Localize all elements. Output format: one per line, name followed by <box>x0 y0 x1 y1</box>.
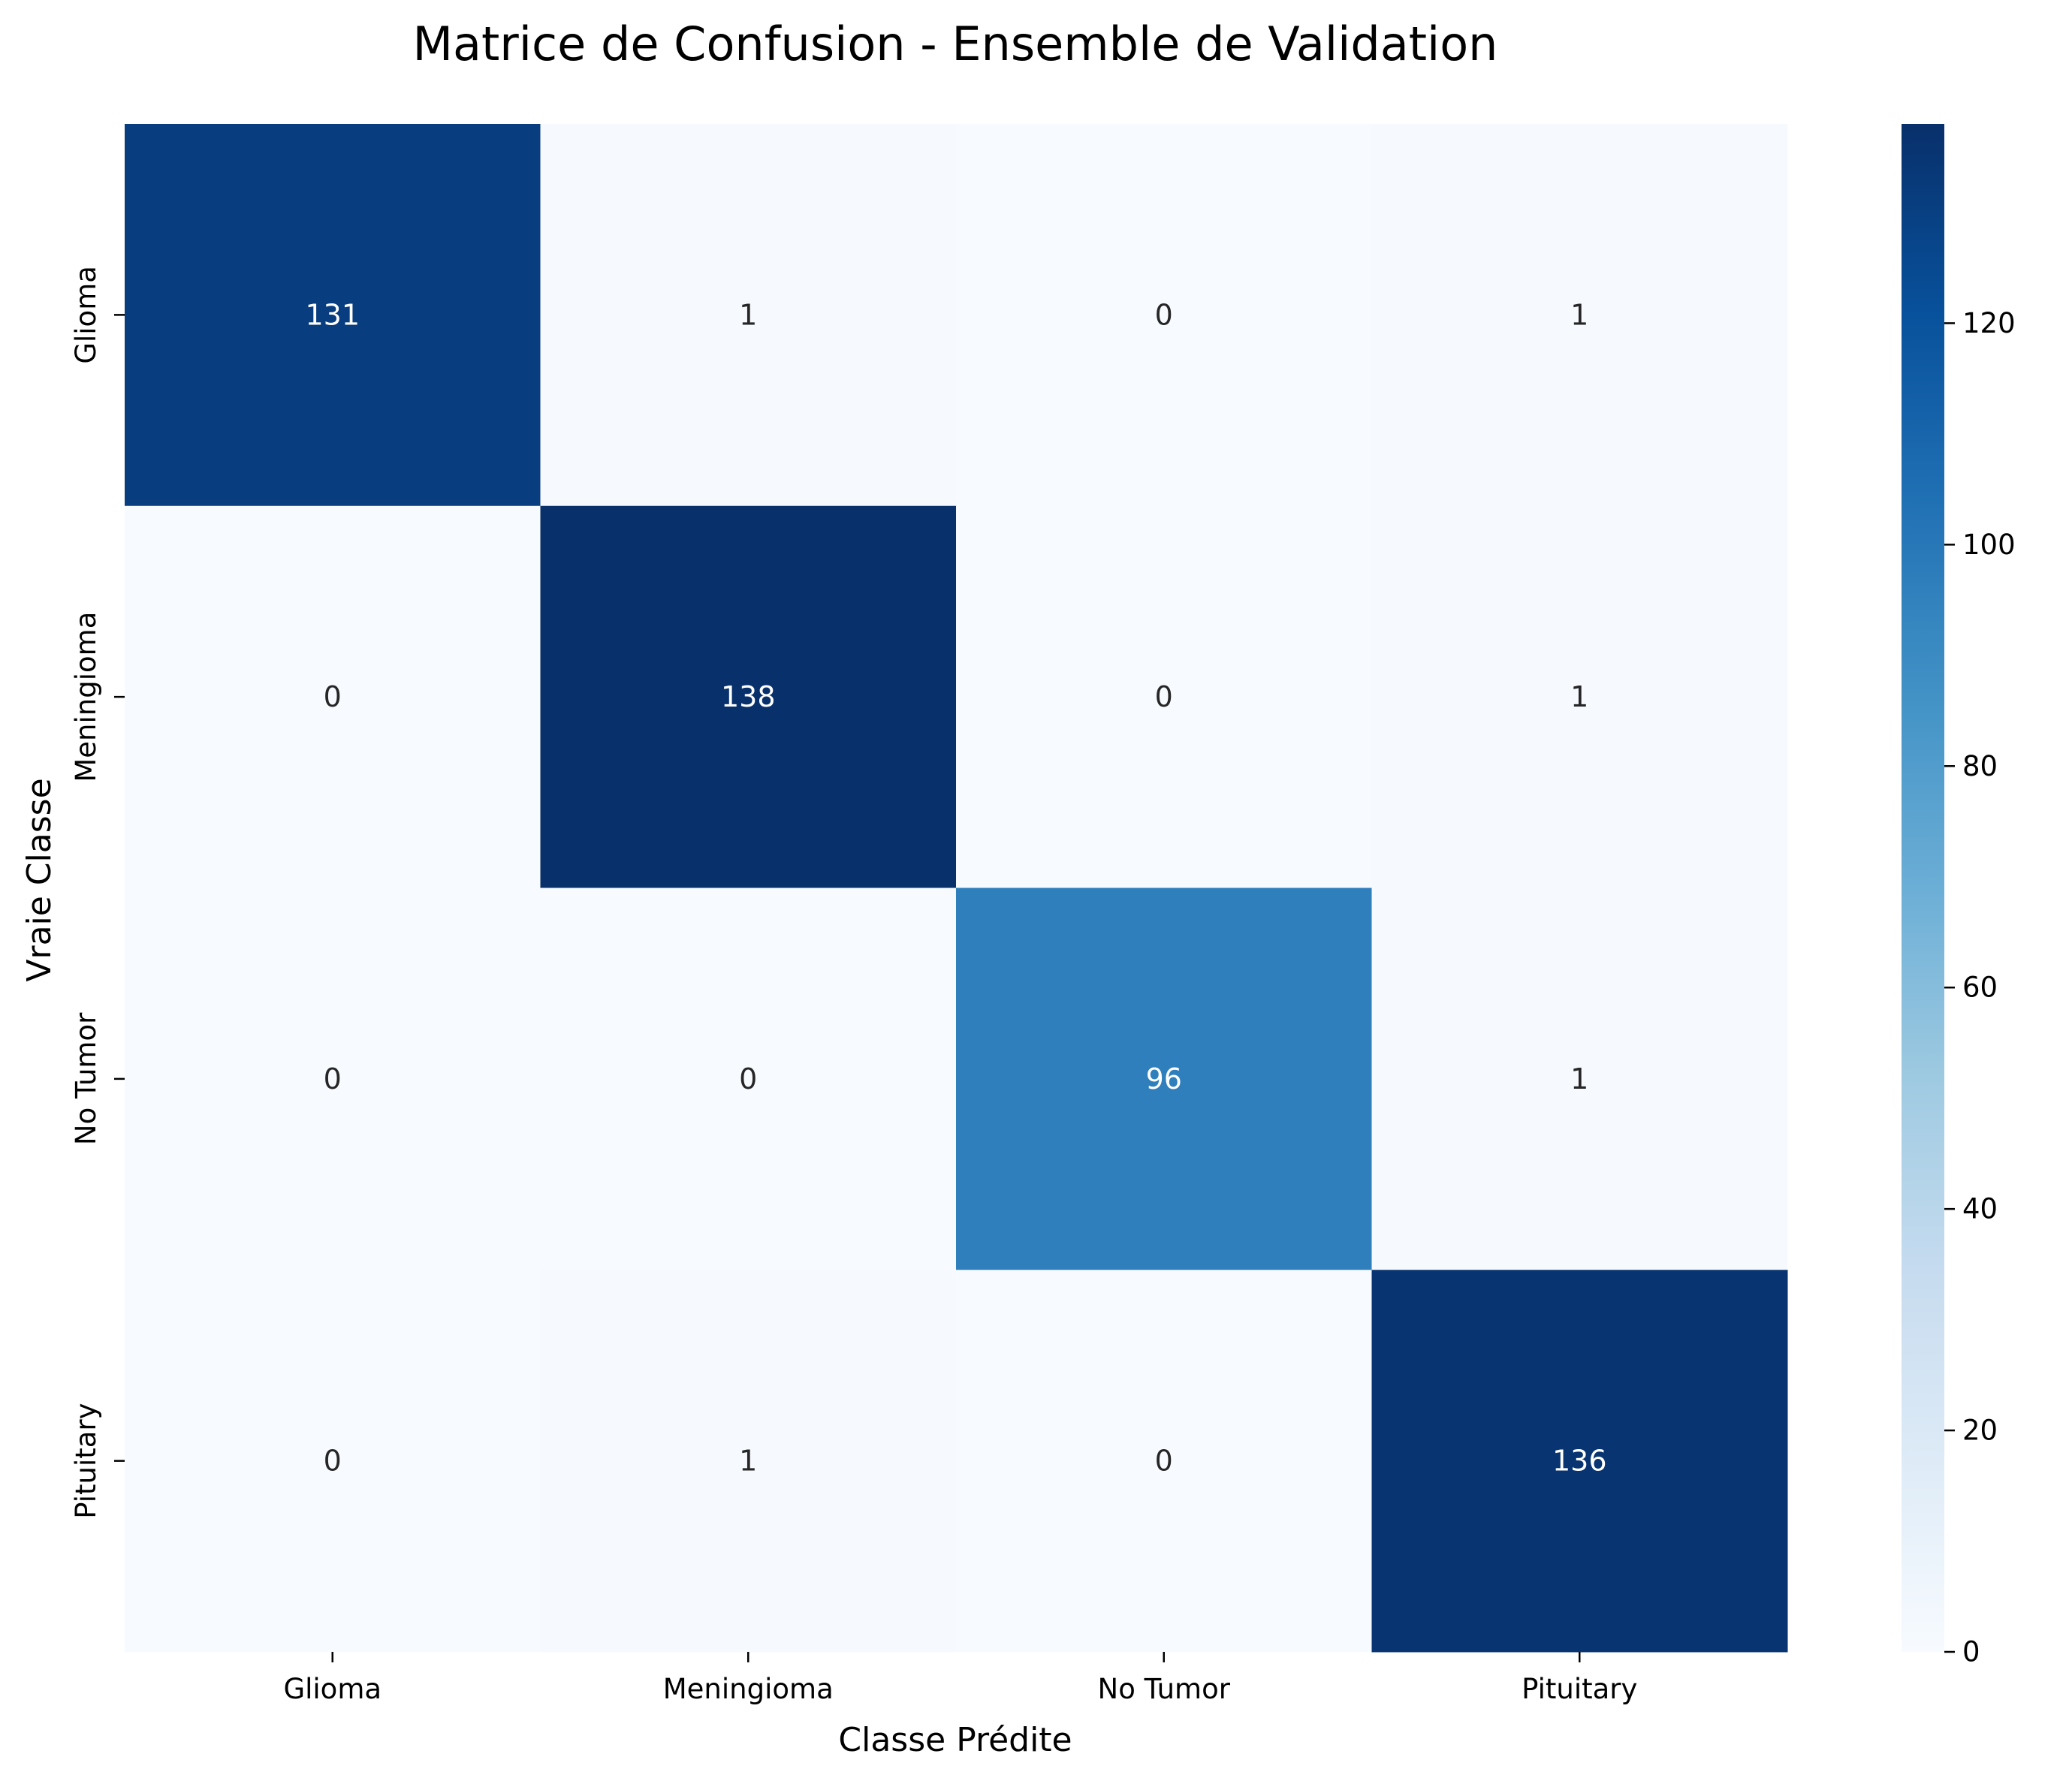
heatmap-cell <box>540 124 957 507</box>
cell-value-label: 138 <box>721 680 776 713</box>
x-tick-label: No Tumor <box>1098 1673 1231 1705</box>
colorbar: 0 20 40 60 80 100 120 <box>1902 124 2016 1668</box>
y-axis-label: Vraie Classe <box>20 778 59 981</box>
cell-value-label: 1 <box>1570 680 1588 713</box>
heatmap-cell <box>540 505 957 888</box>
chart-title: Matrice de Confusion - Ensemble de Valid… <box>413 17 1498 71</box>
heatmap-cell <box>956 505 1372 888</box>
heatmap-cell <box>125 124 541 507</box>
cell-value-label: 0 <box>739 1062 757 1095</box>
cell-value-label: 136 <box>1552 1445 1607 1478</box>
y-tick-label: No Tumor <box>70 1012 102 1145</box>
heatmap-cell <box>1371 505 1788 888</box>
colorbar-tick-label: 0 <box>1962 1636 1980 1668</box>
y-tick-label: Glioma <box>70 266 102 364</box>
colorbar-tick-label: 120 <box>1962 307 2016 339</box>
cell-value-label: 1 <box>1570 1062 1588 1095</box>
colorbar-tick-label: 20 <box>1962 1415 1998 1447</box>
cell-value-label: 0 <box>1155 680 1173 713</box>
cell-value-label: 1 <box>739 1445 757 1478</box>
cell-value-label: 0 <box>324 1062 342 1095</box>
heatmap-cell <box>956 124 1372 507</box>
y-tick-label: Pituitary <box>70 1403 102 1518</box>
heatmap-cells: 131 1 0 1 0 138 0 1 0 0 96 1 0 1 0 136 <box>125 124 1788 1653</box>
x-tick-label: Meningioma <box>663 1673 834 1705</box>
colorbar-tick-label: 100 <box>1962 529 2016 561</box>
heatmap-cell <box>125 505 541 888</box>
cell-value-label: 0 <box>1155 1445 1173 1478</box>
heatmap-cell <box>956 887 1372 1270</box>
heatmap-cell <box>1371 124 1788 507</box>
colorbar-bar <box>1902 124 1944 1652</box>
colorbar-tick-label: 80 <box>1962 750 1998 782</box>
heatmap-cell <box>1371 887 1788 1270</box>
colorbar-tick-label: 60 <box>1962 972 1998 1004</box>
y-tick-label: Meningioma <box>70 612 102 782</box>
colorbar-tick-label: 40 <box>1962 1193 1998 1225</box>
heatmap-cell <box>125 1270 541 1653</box>
cell-value-label: 1 <box>739 298 757 331</box>
cell-value-label: 1 <box>1570 298 1588 331</box>
heatmap-cell <box>125 887 541 1270</box>
x-tick-label: Pituitary <box>1522 1673 1637 1705</box>
cell-value-label: 96 <box>1146 1062 1182 1095</box>
cell-value-label: 0 <box>1155 298 1173 331</box>
x-tick-label: Glioma <box>283 1673 382 1705</box>
x-axis-label: Classe Prédite <box>838 1721 1072 1759</box>
cell-value-label: 0 <box>324 1445 342 1478</box>
heatmap-cell <box>1371 1270 1788 1653</box>
heatmap-cell <box>540 887 957 1270</box>
cell-value-label: 0 <box>324 680 342 713</box>
heatmap-cell <box>956 1270 1372 1653</box>
heatmap-cell <box>540 1270 957 1653</box>
axis-ticks: Glioma Meningioma No Tumor Pituitary Glioma M… <box>70 266 1637 1705</box>
cell-value-label: 131 <box>305 298 360 331</box>
